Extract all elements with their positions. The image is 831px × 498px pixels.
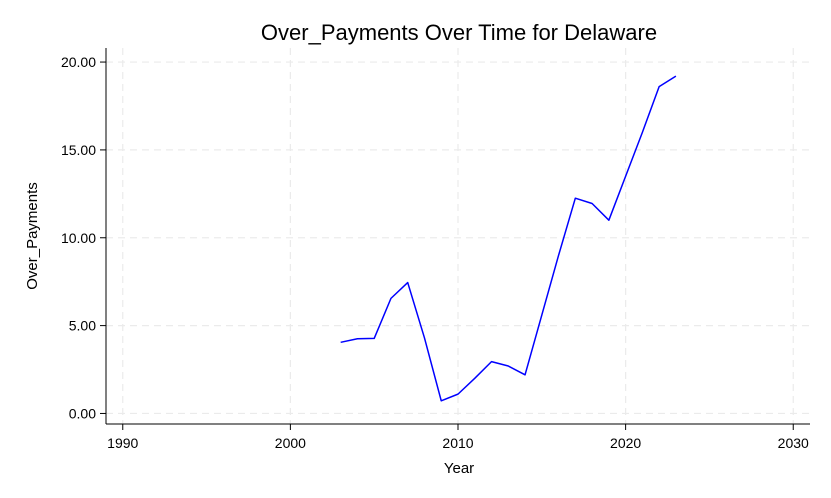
x-axis-label: Year xyxy=(444,460,474,477)
y-tick-label: 5.00 xyxy=(69,318,96,334)
x-tick-label: 2000 xyxy=(275,435,306,451)
chart-title: Over_Payments Over Time for Delaware xyxy=(261,20,657,45)
y-tick-label: 0.00 xyxy=(69,405,96,421)
x-tick-label: 2030 xyxy=(778,435,809,451)
x-tick-label: 2020 xyxy=(610,435,641,451)
series-line xyxy=(340,75,677,402)
x-tick-label: 1990 xyxy=(107,435,138,451)
x-tick-label: 2010 xyxy=(442,435,473,451)
y-axis-label: Over_Payments xyxy=(24,182,41,290)
y-tick-label: 10.00 xyxy=(61,230,96,246)
grid-lines xyxy=(106,48,810,424)
y-tick-label: 15.00 xyxy=(61,142,96,158)
axes xyxy=(105,48,810,425)
series-layer xyxy=(340,75,677,402)
y-tick-label: 20.00 xyxy=(61,54,96,70)
tick-marks: 1990 2000 2010 2020 2030 0.00 5.00 10.00 15.00 20… xyxy=(61,54,809,451)
